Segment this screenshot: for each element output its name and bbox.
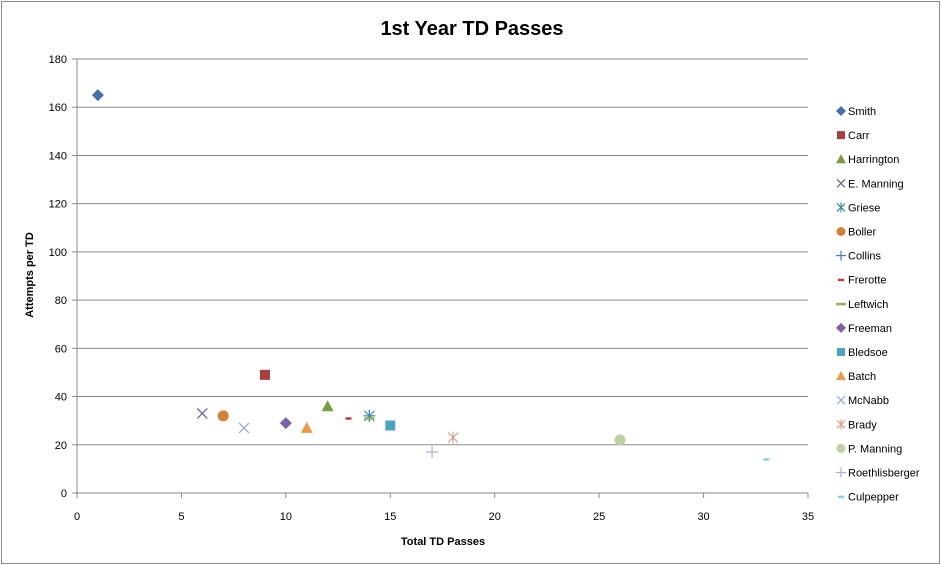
y-tick-label: 100 bbox=[49, 247, 67, 259]
legend-item-freeman: Freeman bbox=[836, 322, 892, 335]
legend-marker-collins bbox=[836, 250, 846, 261]
legend-item-e-manning: E. Manning bbox=[836, 178, 904, 190]
legend-label: Harrington bbox=[848, 154, 899, 166]
gridlines bbox=[77, 58, 808, 446]
legend-label: Frerotte bbox=[848, 275, 887, 287]
x-tick-label: 35 bbox=[802, 511, 814, 523]
y-tick-label: 120 bbox=[49, 199, 67, 211]
legend-marker-leftwich bbox=[836, 302, 846, 306]
point-bledsoe bbox=[385, 420, 396, 431]
legend-label: Culpepper bbox=[848, 492, 899, 504]
legend-marker-freeman bbox=[836, 322, 846, 333]
legend-marker-brady bbox=[836, 419, 846, 430]
x-tick-label: 25 bbox=[593, 511, 605, 523]
legend-marker-roethlisberger bbox=[836, 467, 846, 478]
legend-marker-harrington bbox=[836, 154, 846, 164]
legend-label: P. Manning bbox=[848, 443, 902, 455]
legend-label: Bledsoe bbox=[848, 347, 888, 359]
legend-marker-mcnabb bbox=[836, 395, 846, 405]
legend-marker-p-manning bbox=[836, 443, 846, 453]
legend-marker-e-manning bbox=[836, 178, 846, 188]
legend-marker-culpepper bbox=[838, 495, 844, 499]
y-tick-label: 80 bbox=[55, 295, 67, 307]
legend-marker-frerotte bbox=[838, 278, 844, 282]
legend-item-batch: Batch bbox=[836, 371, 876, 383]
legend-marker-bledsoe bbox=[837, 348, 845, 356]
legend-label: E. Manning bbox=[848, 178, 904, 190]
x-tick-label: 0 bbox=[74, 511, 80, 523]
point-collins bbox=[363, 409, 376, 422]
x-tick-label: 15 bbox=[384, 511, 396, 523]
legend-label: Roethlisberger bbox=[848, 468, 920, 480]
legend-item-leftwich: Leftwich bbox=[836, 299, 888, 311]
y-tick-label: 20 bbox=[55, 440, 67, 452]
legend: Smith Carr Harrington E. Manning Griese Bolle… bbox=[836, 106, 920, 504]
y-tick-label: 60 bbox=[55, 343, 67, 355]
point-freeman bbox=[279, 417, 292, 430]
data-points bbox=[91, 89, 770, 461]
x-axis-title: Total TD Passes bbox=[401, 536, 485, 548]
point-boller bbox=[217, 410, 229, 422]
axes bbox=[72, 58, 809, 498]
y-tick-label: 160 bbox=[49, 102, 67, 114]
legend-marker-smith bbox=[836, 106, 846, 116]
legend-item-culpepper: Culpepper bbox=[838, 492, 899, 504]
legend-item-frerotte: Frerotte bbox=[838, 275, 887, 287]
legend-label: McNabb bbox=[848, 395, 889, 407]
x-tick-label: 20 bbox=[489, 511, 501, 523]
legend-label: Brady bbox=[848, 419, 877, 431]
legend-item-smith: Smith bbox=[836, 106, 876, 118]
legend-label: Griese bbox=[848, 202, 880, 214]
legend-label: Smith bbox=[848, 106, 876, 118]
legend-label: Freeman bbox=[848, 323, 892, 335]
point-smith bbox=[91, 89, 104, 102]
point-p-manning bbox=[614, 434, 626, 446]
point-e-manning bbox=[196, 408, 208, 419]
point-brady bbox=[447, 431, 459, 444]
point-mcnabb bbox=[238, 422, 250, 434]
x-tick-labels: 0 5 10 15 20 25 30 35 bbox=[74, 511, 814, 523]
y-tick-label: 0 bbox=[61, 488, 67, 500]
legend-label: Batch bbox=[848, 371, 876, 383]
legend-label: Collins bbox=[848, 251, 882, 263]
x-tick-label: 30 bbox=[697, 511, 709, 523]
legend-marker-griese bbox=[836, 202, 846, 213]
legend-marker-carr bbox=[837, 131, 845, 140]
legend-marker-boller bbox=[836, 227, 846, 236]
x-tick-label: 10 bbox=[280, 511, 292, 523]
y-tick-labels: 0 20 40 60 80 100 120 140 160 180 bbox=[49, 54, 67, 500]
y-tick-label: 40 bbox=[55, 392, 67, 404]
point-frerotte bbox=[345, 417, 352, 420]
legend-item-roethlisberger: Roethlisberger bbox=[836, 467, 920, 480]
legend-marker-batch bbox=[836, 371, 846, 381]
legend-item-harrington: Harrington bbox=[836, 154, 899, 166]
legend-label: Boller bbox=[848, 227, 876, 239]
legend-label: Leftwich bbox=[848, 299, 888, 311]
x-tick-label: 5 bbox=[178, 511, 184, 523]
legend-item-mcnabb: McNabb bbox=[836, 395, 889, 407]
legend-item-collins: Collins bbox=[836, 250, 882, 263]
point-roethlisberger bbox=[426, 446, 439, 459]
point-leftwich bbox=[364, 417, 375, 420]
legend-item-bledsoe: Bledsoe bbox=[837, 347, 888, 359]
legend-item-griese: Griese bbox=[836, 202, 880, 214]
point-batch bbox=[300, 421, 313, 433]
point-harrington bbox=[321, 400, 334, 412]
chart-title: 1st Year TD Passes bbox=[380, 18, 563, 40]
y-tick-label: 180 bbox=[49, 54, 67, 66]
legend-item-brady: Brady bbox=[836, 419, 877, 431]
y-tick-label: 140 bbox=[49, 150, 67, 162]
y-axis-title: Attempts per TD bbox=[24, 232, 36, 318]
legend-item-boller: Boller bbox=[836, 227, 876, 239]
point-culpepper bbox=[763, 458, 770, 461]
legend-label: Carr bbox=[848, 130, 870, 142]
point-carr bbox=[259, 369, 270, 380]
legend-item-p-manning: P. Manning bbox=[836, 443, 902, 455]
legend-item-carr: Carr bbox=[837, 130, 870, 142]
